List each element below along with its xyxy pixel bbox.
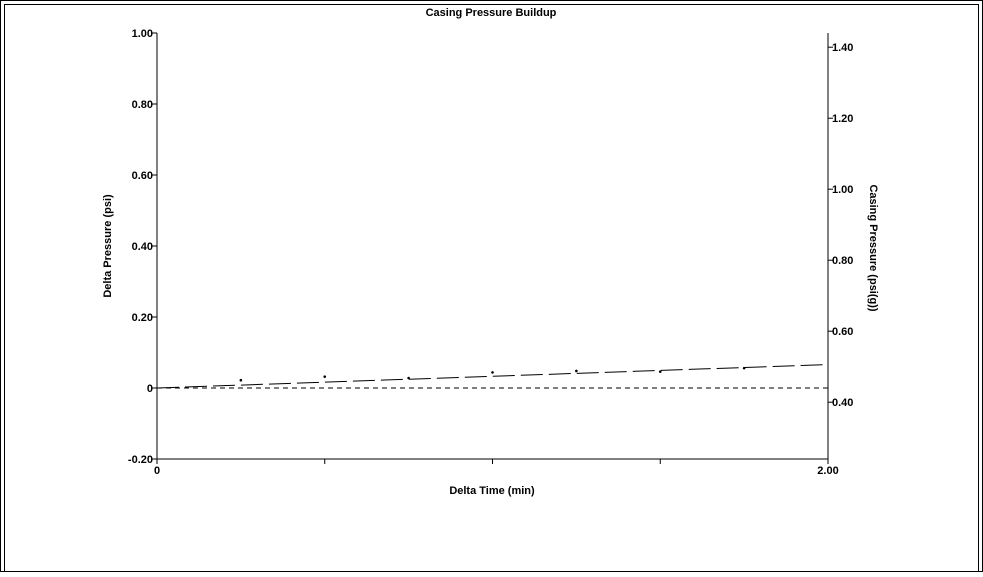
y-tick-label: -0.20 bbox=[128, 454, 153, 466]
data-point bbox=[575, 369, 578, 373]
x-ticks: 0 2.00 bbox=[154, 459, 839, 477]
y-tick-label: 0.20 bbox=[132, 312, 153, 324]
data-point bbox=[239, 378, 243, 382]
data-point bbox=[491, 371, 494, 374]
y-axis-title: Delta Pressure (psi) bbox=[102, 194, 114, 298]
chart-title: Casing Pressure Buildup bbox=[426, 7, 557, 19]
y2-tick-label: 0.60 bbox=[832, 326, 853, 338]
y-tick-label: 0.40 bbox=[132, 241, 153, 253]
y2-tick-label: 1.40 bbox=[832, 42, 853, 54]
y-tick-label: 1.00 bbox=[132, 28, 153, 40]
series-layer bbox=[156, 364, 829, 389]
trend-line bbox=[156, 364, 829, 389]
plot-area bbox=[156, 33, 829, 460]
y-tick-label: 0.80 bbox=[132, 99, 153, 111]
y2-ticks: 0.40 0.60 0.80 1.00 1.20 1.40 bbox=[828, 42, 853, 409]
data-point bbox=[323, 375, 327, 378]
y2-axis-title: Casing Pressure (psi(g)) bbox=[867, 184, 879, 311]
x-tick-label: 0 bbox=[154, 465, 160, 477]
y-tick-label: 0 bbox=[147, 383, 153, 395]
y-ticks: -0.20 0 0.20 0.40 0.60 0.80 1.00 bbox=[128, 28, 157, 466]
x-tick-label: 2.00 bbox=[817, 465, 838, 477]
x-axis-title: Delta Time (min) bbox=[449, 485, 535, 497]
y2-tick-label: 0.40 bbox=[832, 397, 853, 409]
y2-tick-label: 0.80 bbox=[832, 255, 853, 267]
data-point bbox=[658, 370, 662, 373]
y-tick-label: 0.60 bbox=[132, 170, 153, 182]
y2-tick-label: 1.20 bbox=[832, 113, 853, 125]
y2-tick-label: 1.00 bbox=[832, 184, 853, 196]
